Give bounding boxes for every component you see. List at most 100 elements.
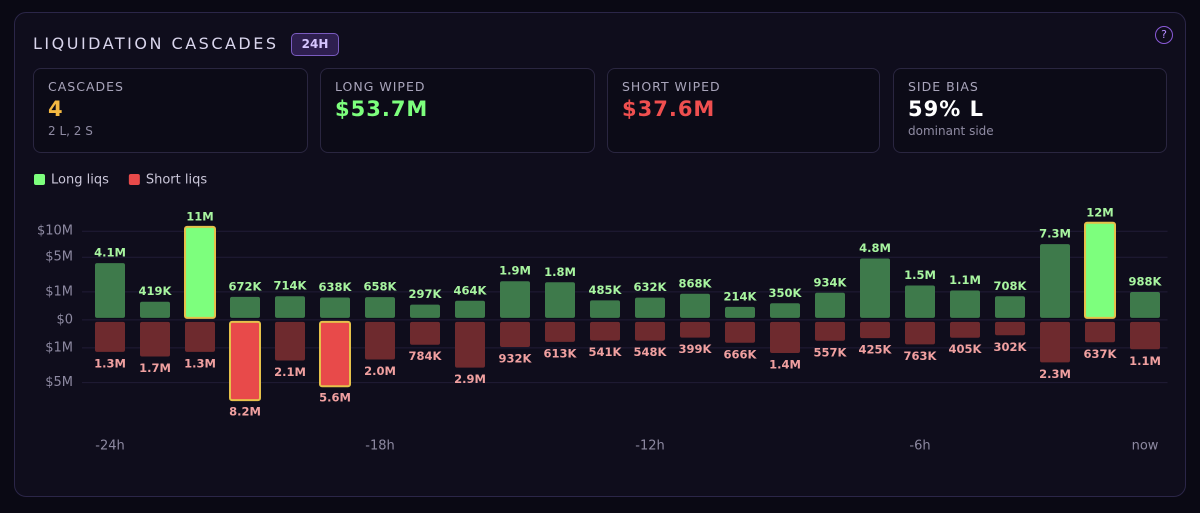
bar: [1130, 321, 1160, 350]
stat-sub: dominant side: [908, 124, 994, 138]
y-tick-label: $0: [56, 312, 73, 327]
stat-label: CASCADES: [48, 79, 124, 94]
bar: [455, 300, 485, 318]
value-label: 2.1M: [274, 365, 306, 379]
value-label: 2.9M: [454, 372, 486, 386]
stat-label: SIDE BIAS: [908, 79, 979, 94]
value-label: 868K: [679, 276, 713, 290]
legend-label: Short liqs: [146, 173, 207, 188]
value-label: 4.1M: [94, 246, 126, 260]
range-badge[interactable]: 24H: [291, 33, 339, 56]
x-tick-label: -18h: [365, 439, 394, 454]
value-label: 541K: [589, 345, 623, 359]
bar: [590, 321, 620, 341]
value-label: 350K: [769, 286, 803, 300]
bar: [365, 297, 395, 318]
bar: [95, 321, 125, 352]
value-label: 1.1M: [1129, 354, 1161, 368]
bar: [319, 320, 351, 388]
bar: [950, 321, 980, 338]
bar: [995, 321, 1025, 336]
value-label: 485K: [589, 283, 623, 297]
value-label: 297K: [409, 287, 443, 301]
stat-card: LONG WIPED $53.7M: [320, 68, 595, 153]
y-tick-label: $1M: [45, 340, 73, 355]
bar: [770, 303, 800, 318]
stat-value: 4: [48, 97, 64, 121]
bar: [410, 321, 440, 345]
bar: [725, 306, 755, 318]
bar: [95, 263, 125, 318]
value-label: 12M: [1086, 205, 1113, 219]
value-label: 708K: [994, 279, 1028, 293]
bar: [230, 296, 260, 318]
value-label: 4.8M: [859, 241, 891, 255]
bar: [500, 321, 530, 347]
x-tick-label: -6h: [909, 439, 930, 454]
x-tick-label: now: [1132, 439, 1159, 454]
y-tick-label: $10M: [37, 224, 73, 239]
value-label: 302K: [994, 340, 1028, 354]
bar: [1084, 221, 1116, 319]
value-label: 613K: [544, 346, 578, 360]
bar: [860, 321, 890, 339]
bar: [680, 293, 710, 318]
bar: [905, 321, 935, 345]
bar: [635, 297, 665, 318]
bar: [185, 321, 215, 352]
value-label: 464K: [454, 283, 488, 297]
value-label: 637K: [1084, 347, 1118, 361]
y-tick-label: $1M: [45, 284, 73, 299]
value-label: 11M: [186, 209, 213, 223]
value-label: 1.5M: [904, 268, 936, 282]
value-label: 2.3M: [1039, 367, 1071, 381]
bar: [905, 285, 935, 318]
bar: [995, 296, 1025, 318]
bar: [1040, 244, 1070, 318]
value-label: 1.3M: [94, 356, 126, 370]
y-tick-label: $5M: [45, 375, 73, 390]
bar: [140, 301, 170, 318]
value-label: 5.6M: [319, 391, 351, 405]
value-label: 1.7M: [139, 361, 171, 375]
value-label: 784K: [409, 349, 443, 363]
value-label: 714K: [274, 279, 308, 293]
stat-value: $53.7M: [335, 97, 429, 121]
bar: [680, 321, 710, 338]
x-tick-label: -12h: [635, 439, 664, 454]
bar: [545, 321, 575, 342]
stat-card: SIDE BIAS 59% L dominant side: [893, 68, 1167, 153]
bar: [410, 304, 440, 318]
bar: [1130, 292, 1160, 318]
bar: [635, 321, 665, 341]
stat-card: CASCADES 4 2 L, 2 S: [33, 68, 308, 153]
value-label: 1.9M: [499, 264, 531, 278]
legend-label: Long liqs: [51, 173, 109, 188]
legend-swatch: [128, 174, 140, 185]
y-tick-label: $5M: [45, 250, 73, 265]
stat-value: 59% L: [908, 97, 984, 121]
bar: [770, 321, 800, 354]
bar: [275, 321, 305, 361]
value-label: 1.8M: [544, 265, 576, 279]
bar: [590, 300, 620, 318]
value-label: 638K: [319, 280, 353, 294]
stat-sub: 2 L, 2 S: [48, 124, 93, 138]
bar: [815, 292, 845, 318]
bar: [500, 281, 530, 318]
value-label: 214K: [724, 289, 758, 303]
help-icon[interactable]: ?: [1155, 26, 1173, 44]
value-label: 658K: [364, 280, 398, 294]
value-label: 557K: [814, 345, 848, 359]
panel-title: LIQUIDATION CASCADES: [33, 34, 279, 53]
value-label: 7.3M: [1039, 227, 1071, 241]
bar: [860, 258, 890, 318]
value-label: 8.2M: [229, 405, 261, 419]
bar: [545, 282, 575, 318]
bar: [950, 290, 980, 318]
value-label: 419K: [139, 284, 173, 298]
bar: [1085, 321, 1115, 343]
value-label: 934K: [814, 275, 848, 289]
